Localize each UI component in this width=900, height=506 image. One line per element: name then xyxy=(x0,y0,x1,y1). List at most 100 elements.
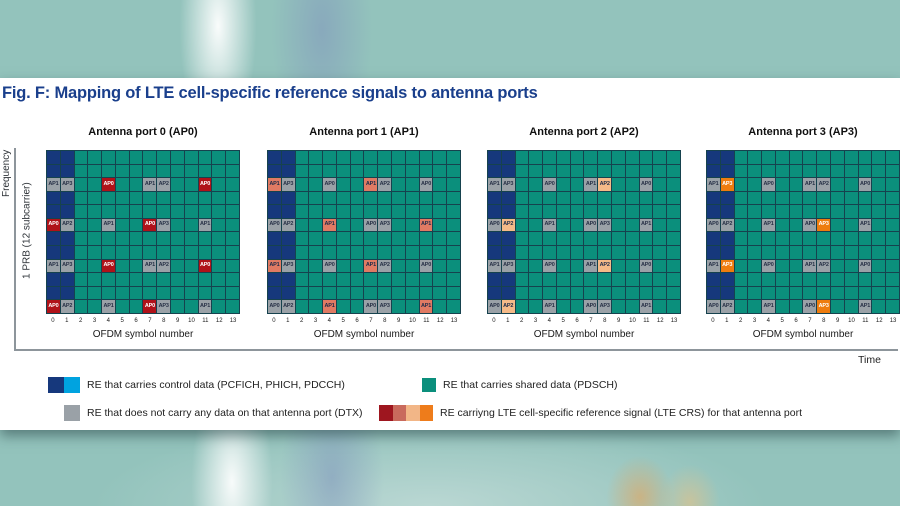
shared-data-cell xyxy=(323,232,336,246)
shared-data-cell xyxy=(598,151,612,164)
shared-data-cell xyxy=(612,232,625,246)
shared-data-cell xyxy=(886,151,899,164)
shared-data-cell xyxy=(734,300,748,313)
shared-data-cell xyxy=(858,286,872,300)
symbol-tick: 1 xyxy=(506,318,510,324)
control-cell xyxy=(720,232,734,246)
shared-data-cell xyxy=(405,300,419,313)
shared-data-cell xyxy=(762,205,775,218)
shared-data-cell xyxy=(364,232,378,246)
shared-data-cell xyxy=(392,218,405,232)
ofdm-symbol-axis-label: OFDM symbol number xyxy=(533,329,635,340)
shared-data-cell xyxy=(775,273,789,286)
shared-data-cell xyxy=(433,273,447,286)
crs-cell: AP3 xyxy=(720,178,734,191)
shared-data-cell xyxy=(817,246,831,259)
control-cell xyxy=(60,232,74,246)
shared-data-cell xyxy=(88,205,102,218)
shared-data-cell xyxy=(212,205,226,218)
symbol-tick: 12 xyxy=(875,318,883,324)
shared-data-cell xyxy=(226,205,239,218)
shared-data-cell xyxy=(309,191,323,205)
shared-data-cell xyxy=(74,300,88,313)
ofdm-symbol-axis-label: OFDM symbol number xyxy=(92,329,194,340)
symbol-tick: 0 xyxy=(711,318,715,324)
shared-data-cell xyxy=(419,273,433,286)
shared-data-cell xyxy=(775,259,789,273)
shared-data-cell xyxy=(775,191,789,205)
shared-data-cell xyxy=(212,286,226,300)
shared-data-cell xyxy=(405,232,419,246)
dtx-cell: AP3 xyxy=(281,259,295,273)
control-cell xyxy=(501,273,515,286)
symbol-tick: 5 xyxy=(120,318,124,324)
crs-cell: AP2 xyxy=(598,259,612,273)
shared-data-cell xyxy=(405,164,419,178)
shared-data-cell xyxy=(226,273,239,286)
shared-data-cell xyxy=(198,151,212,164)
control-cell xyxy=(720,151,734,164)
symbol-tick: 13 xyxy=(229,318,237,324)
symbol-tick: 1 xyxy=(725,318,729,324)
dtx-cell: AP2 xyxy=(60,300,74,313)
symbol-tick: 13 xyxy=(889,318,897,324)
symbol-tick: 6 xyxy=(794,318,798,324)
shared-data-cell xyxy=(102,205,115,218)
dtx-cell: AP2 xyxy=(281,218,295,232)
shared-data-cell xyxy=(625,205,639,218)
shared-data-cell xyxy=(364,273,378,286)
shared-data-cell xyxy=(762,164,775,178)
shared-data-cell xyxy=(653,246,667,259)
shared-data-cell xyxy=(74,218,88,232)
shared-data-cell xyxy=(653,178,667,191)
shared-data-cell xyxy=(392,246,405,259)
shared-data-cell xyxy=(639,232,653,246)
dtx-cell: AP1 xyxy=(639,218,653,232)
shared-data-cell xyxy=(115,273,129,286)
shared-data-cell xyxy=(198,232,212,246)
shared-data-cell xyxy=(625,218,639,232)
shared-data-cell xyxy=(350,218,364,232)
dtx-cell: AP1 xyxy=(584,178,598,191)
dtx-cell: AP1 xyxy=(803,259,817,273)
shared-data-cell xyxy=(625,164,639,178)
shared-data-cell xyxy=(598,232,612,246)
shared-data-cell xyxy=(336,151,350,164)
dtx-cell: AP1 xyxy=(488,259,501,273)
shared-data-cell xyxy=(831,178,844,191)
crs-cell: AP0 xyxy=(102,178,115,191)
shared-data-cell xyxy=(171,151,184,164)
shared-data-cell xyxy=(529,300,543,313)
legend-dtx: RE that does not carry any data on that … xyxy=(64,405,363,421)
antenna-port-1-panel: Antenna port 1 (AP1) AP1 AP3 AP0 AP1 AP2 AP0 A… xyxy=(267,78,461,348)
shared-data-cell xyxy=(858,246,872,259)
shared-data-cell xyxy=(309,273,323,286)
resource-grid-ap2: AP1 AP3 AP0 AP1 AP2 AP0 AP0 AP2 AP1 AP0 AP3 AP1 AP1 A… xyxy=(487,150,681,314)
shared-data-cell xyxy=(612,259,625,273)
shared-data-cell xyxy=(226,246,239,259)
shared-data-cell xyxy=(803,164,817,178)
shared-data-cell xyxy=(309,286,323,300)
shared-data-cell xyxy=(129,164,143,178)
control-cell xyxy=(707,232,720,246)
shared-data-cell xyxy=(323,246,336,259)
shared-data-cell xyxy=(556,286,570,300)
shared-data-cell xyxy=(775,286,789,300)
shared-data-cell xyxy=(667,218,680,232)
shared-data-cell xyxy=(817,164,831,178)
shared-data-cell xyxy=(184,191,198,205)
shared-data-cell xyxy=(295,178,309,191)
shared-data-cell xyxy=(198,205,212,218)
dtx-cell: AP3 xyxy=(378,218,392,232)
dtx-cell: AP2 xyxy=(378,178,392,191)
shared-data-cell xyxy=(171,164,184,178)
shared-data-cell xyxy=(639,205,653,218)
dtx-cell: AP2 xyxy=(720,218,734,232)
shared-data-cell xyxy=(309,205,323,218)
shared-data-cell xyxy=(433,286,447,300)
shared-data-cell xyxy=(226,191,239,205)
shared-data-cell xyxy=(129,191,143,205)
shared-data-cell xyxy=(88,286,102,300)
shared-data-cell xyxy=(762,273,775,286)
shared-data-cell xyxy=(543,232,556,246)
